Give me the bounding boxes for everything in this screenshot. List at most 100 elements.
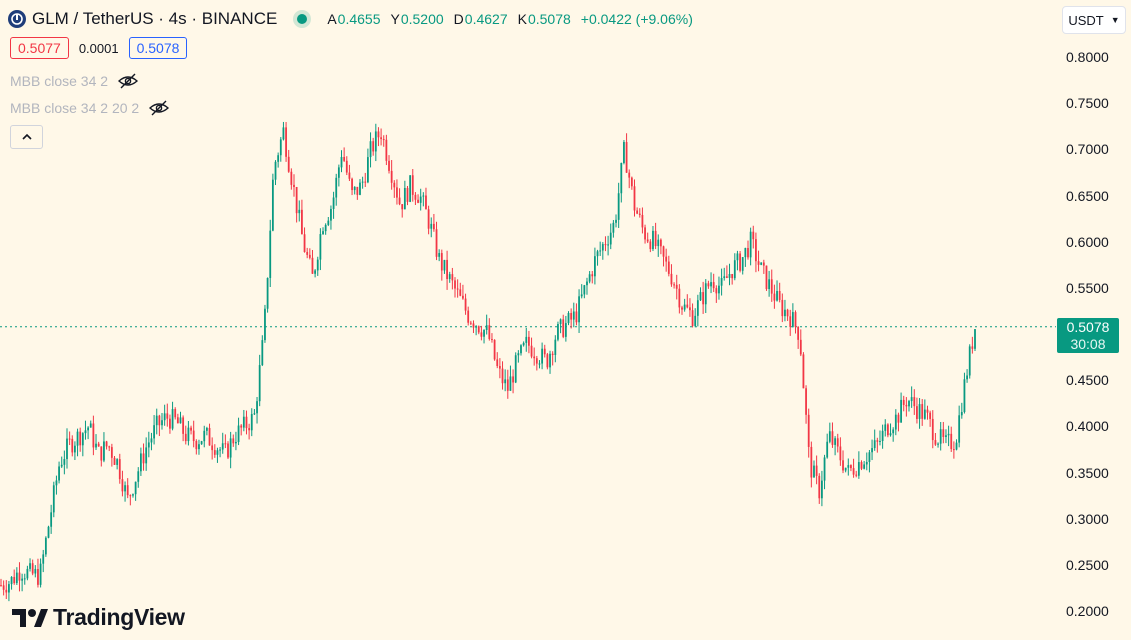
- candle: [190, 425, 192, 435]
- candle: [113, 456, 116, 465]
- candle: [485, 314, 488, 335]
- glm-symbol-icon: [8, 10, 26, 28]
- candle: [604, 236, 607, 252]
- candle: [918, 398, 921, 429]
- candle: [351, 177, 353, 196]
- candle: [789, 309, 792, 336]
- open-label: A: [327, 11, 337, 27]
- candle: [37, 558, 39, 588]
- indicator-row-1[interactable]: MBB close 34 2: [10, 73, 139, 89]
- candle: [908, 399, 910, 412]
- candle: [931, 410, 934, 449]
- candle: [192, 420, 195, 448]
- candle: [601, 242, 604, 260]
- symbol-title[interactable]: GLM / TetherUS · 4s · BINANCE: [32, 9, 278, 28]
- candle: [784, 299, 786, 322]
- candle: [921, 399, 924, 426]
- candle: [710, 272, 712, 294]
- candle: [673, 282, 675, 289]
- candle: [298, 200, 301, 222]
- candle: [430, 217, 433, 238]
- candle: [483, 329, 485, 344]
- candle: [657, 234, 660, 257]
- candle: [707, 280, 710, 289]
- currency-select[interactable]: USDT ▼: [1062, 6, 1126, 34]
- candle: [369, 132, 372, 168]
- candle: [567, 311, 570, 326]
- candle: [322, 227, 324, 235]
- candle: [324, 223, 327, 235]
- candle: [403, 180, 406, 210]
- indicator-label: MBB close 34 2: [10, 73, 109, 89]
- candle: [580, 284, 583, 299]
- candle: [950, 426, 953, 452]
- candle: [163, 404, 166, 426]
- candle: [253, 409, 256, 416]
- candle: [644, 224, 646, 244]
- candle: [316, 256, 319, 276]
- candle: [216, 447, 219, 463]
- candle: [121, 470, 124, 497]
- eye-hidden-icon[interactable]: [149, 100, 170, 116]
- candle: [237, 417, 240, 446]
- candle: [208, 423, 211, 446]
- candle: [200, 440, 203, 445]
- candle: [92, 415, 95, 456]
- candle: [174, 407, 177, 420]
- candle: [472, 320, 475, 334]
- candle: [860, 460, 863, 471]
- candle: [398, 188, 401, 206]
- candle: [541, 342, 544, 370]
- candle: [926, 405, 929, 420]
- sell-button[interactable]: 0.5077: [10, 37, 69, 59]
- candle: [747, 240, 749, 260]
- candle: [612, 220, 615, 238]
- candle: [923, 399, 926, 420]
- candle: [770, 269, 773, 302]
- indicator-row-2[interactable]: MBB close 34 2 20 2: [10, 100, 170, 116]
- chart-header: GLM / TetherUS · 4s · BINANCE A 0.4655 Y…: [8, 8, 693, 30]
- candle: [55, 475, 58, 495]
- candle: [406, 185, 409, 206]
- candle: [955, 439, 958, 451]
- eye-hidden-icon[interactable]: [118, 73, 139, 89]
- buy-button[interactable]: 0.5078: [128, 37, 188, 59]
- price-axis-tick: 0.4000: [1066, 418, 1109, 435]
- candle: [401, 203, 404, 218]
- candle: [831, 422, 834, 448]
- candle: [187, 421, 190, 446]
- candle: [97, 441, 100, 447]
- candle: [301, 199, 303, 235]
- indicator-label: MBB close 34 2 20 2: [10, 100, 140, 116]
- price-axis-tick: 0.7500: [1066, 95, 1109, 112]
- high-value: 0.5200: [400, 11, 444, 27]
- candle: [451, 267, 454, 290]
- candle: [467, 306, 470, 326]
- candle: [797, 326, 800, 349]
- candle: [868, 450, 871, 473]
- collapse-indicators-button[interactable]: [10, 125, 43, 149]
- candle: [366, 148, 369, 184]
- tradingview-logo[interactable]: TradingView: [12, 604, 185, 631]
- candle: [211, 437, 214, 460]
- candle: [633, 179, 636, 217]
- price-axis-tick: 0.4500: [1066, 372, 1109, 389]
- candle: [359, 179, 361, 196]
- tradingview-logo-icon: [12, 608, 48, 627]
- candle: [100, 446, 103, 467]
- candle: [575, 303, 578, 326]
- candle: [591, 270, 594, 284]
- candle: [464, 293, 467, 315]
- candle: [477, 325, 480, 335]
- candle: [224, 434, 227, 449]
- candle: [256, 396, 258, 424]
- candle: [966, 369, 968, 383]
- candle: [232, 434, 235, 447]
- candle: [295, 186, 298, 223]
- candle: [74, 441, 76, 461]
- candle: [279, 137, 282, 162]
- candle: [269, 219, 272, 287]
- candle: [84, 420, 87, 440]
- candle: [171, 401, 174, 431]
